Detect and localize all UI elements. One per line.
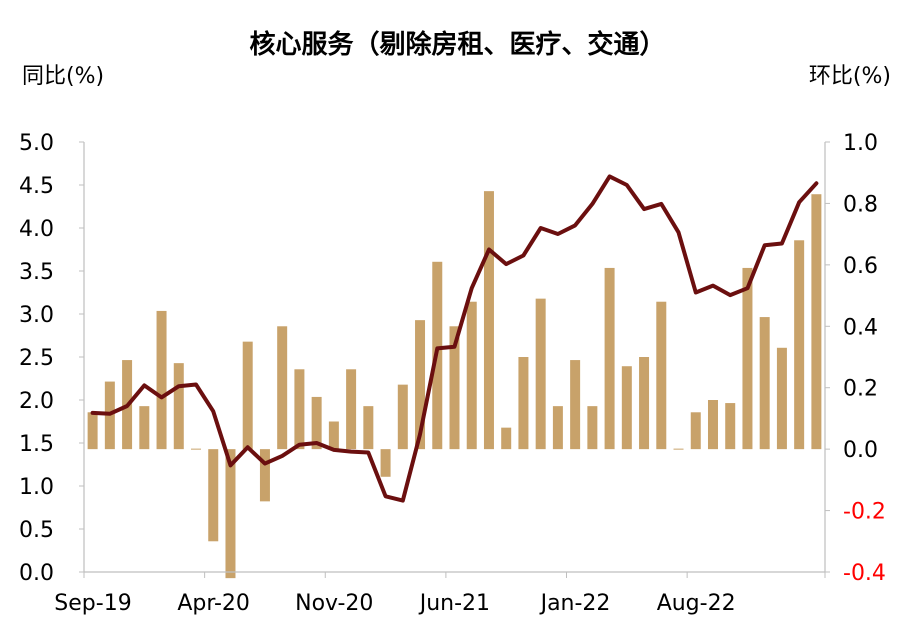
right-tick-label: 1.0: [843, 131, 878, 156]
x-tick-label: Sep-19: [54, 591, 131, 616]
x-tick-label: Nov-20: [295, 591, 373, 616]
bar: [173, 363, 184, 450]
left-tick-label: 5.0: [19, 131, 54, 156]
right-tick-label: -0.2: [843, 500, 886, 525]
bar: [552, 406, 563, 450]
line-series: [90, 174, 819, 503]
x-tick-label: Jan-22: [539, 591, 611, 616]
bar: [776, 347, 787, 450]
bar: [518, 357, 529, 450]
left-tick-label: 0.0: [19, 561, 54, 586]
bar: [707, 400, 718, 450]
bar: [639, 357, 650, 450]
left-tick-label: 4.0: [19, 217, 54, 242]
bar: [604, 267, 615, 450]
bar: [380, 449, 391, 477]
bar: [242, 341, 253, 450]
bar: [742, 267, 753, 450]
right-tick-label: 0.2: [843, 377, 878, 402]
bar: [690, 412, 701, 450]
right-axis-title: 环比(%): [808, 64, 891, 89]
right-tick-label: 0.6: [843, 254, 878, 279]
bar: [294, 369, 305, 450]
bar: [483, 191, 494, 450]
left-tick-label: 4.5: [19, 174, 54, 199]
x-tick-label: Apr-20: [177, 591, 250, 616]
bar: [156, 310, 167, 450]
right-tick-label: -0.4: [843, 561, 886, 586]
bar: [811, 194, 822, 450]
left-tick-label: 3.0: [19, 303, 54, 328]
right-tick-label: 0.8: [843, 192, 878, 217]
bar: [363, 406, 374, 450]
x-tick-label: Aug-22: [657, 591, 736, 616]
bar: [501, 427, 512, 450]
bar: [656, 301, 667, 450]
left-tick-label: 3.5: [19, 260, 54, 285]
bar: [466, 301, 477, 450]
right-tick-label: 0.0: [843, 438, 878, 463]
bar: [346, 369, 357, 450]
bar: [259, 449, 270, 502]
bar: [397, 384, 408, 450]
left-tick-label: 1.5: [19, 432, 54, 457]
bar: [587, 406, 598, 450]
bar: [725, 403, 736, 450]
left-axis-title: 同比(%): [22, 64, 105, 89]
left-tick-label: 0.5: [19, 518, 54, 543]
bar: [449, 326, 460, 450]
bar: [759, 317, 770, 450]
right-tick-label: 0.4: [843, 315, 878, 340]
bar: [621, 366, 632, 450]
bar: [570, 360, 581, 450]
bar: [277, 326, 288, 450]
bar: [87, 412, 98, 450]
bar: [328, 421, 339, 450]
left-tick-label: 1.0: [19, 475, 54, 500]
left-tick-label: 2.5: [19, 346, 54, 371]
bar: [311, 396, 322, 450]
bar: [415, 320, 426, 450]
left-tick-label: 2.0: [19, 389, 54, 414]
bar: [794, 240, 805, 450]
bar: [225, 449, 236, 579]
x-tick-label: Jun-21: [418, 591, 490, 616]
chart-title: 核心服务（剔除房租、医疗、交通）: [249, 30, 666, 60]
bar: [208, 449, 219, 542]
bar: [139, 406, 150, 450]
bar: [535, 298, 546, 450]
